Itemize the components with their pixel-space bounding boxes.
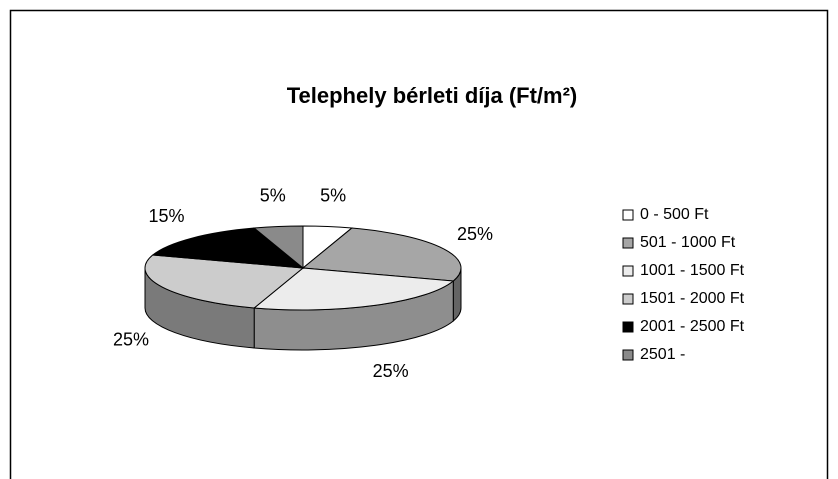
pie-slice — [151, 227, 305, 269]
data-label: 25% — [113, 329, 149, 349]
chart-title: Telephely bérleti díja (Ft/m²) — [287, 83, 578, 108]
data-label: 15% — [149, 206, 185, 226]
data-label: 5% — [260, 186, 286, 206]
legend-label: 2001 - 2500 Ft — [640, 318, 745, 335]
legend-swatch — [622, 321, 634, 333]
data-label: 25% — [373, 361, 409, 381]
legend-swatch — [622, 237, 634, 249]
pie-slice — [301, 227, 462, 282]
legend-swatch — [622, 209, 634, 221]
legend-label: 0 - 500 Ft — [640, 206, 709, 223]
legend-swatch — [622, 265, 634, 277]
pie-slice — [252, 267, 455, 311]
legend-swatch — [622, 349, 634, 361]
pie-slice — [144, 254, 305, 309]
legend-swatch — [622, 293, 634, 305]
legend-label: 501 - 1000 Ft — [640, 234, 736, 251]
data-label: 25% — [457, 224, 493, 244]
data-label: 5% — [320, 186, 346, 206]
legend-label: 2501 - — [640, 346, 685, 363]
legend-label: 1001 - 1500 Ft — [640, 262, 745, 279]
pie-slice — [252, 225, 304, 270]
legend-label: 1501 - 2000 Ft — [640, 290, 745, 307]
